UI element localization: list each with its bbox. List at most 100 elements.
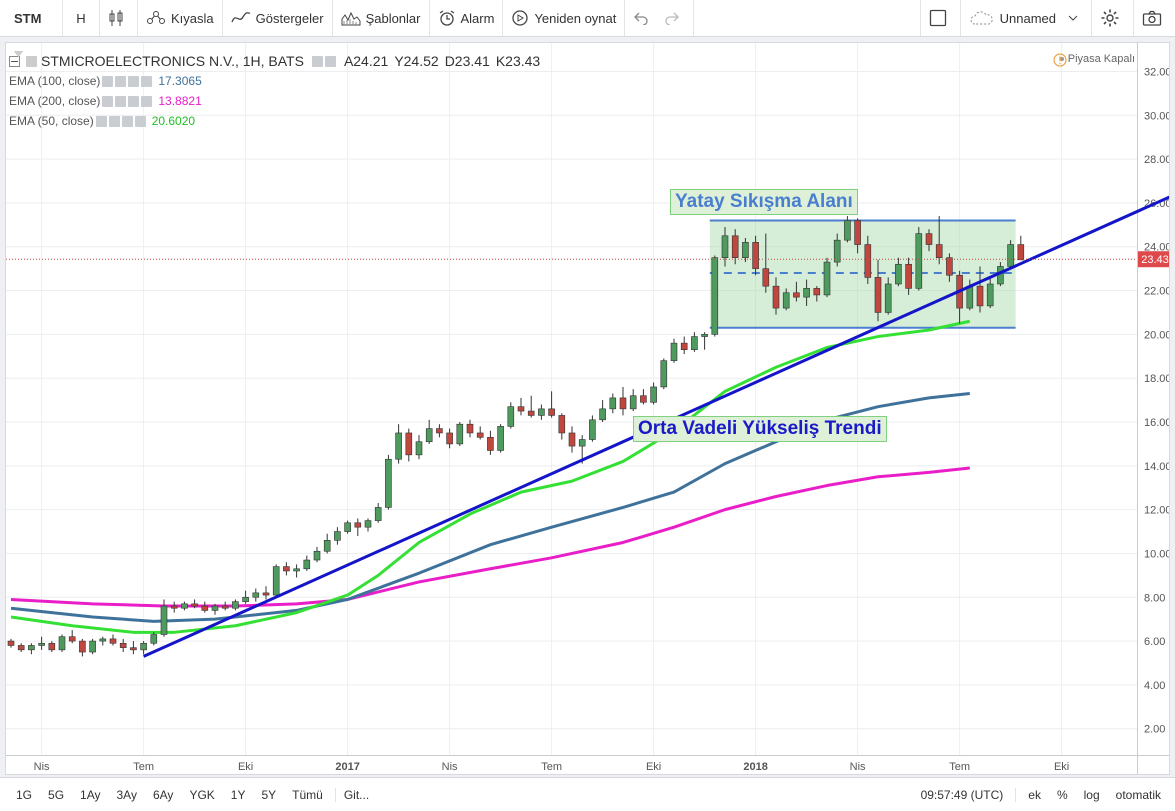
symbol-button[interactable]: STM <box>0 0 63 36</box>
candle-up[interactable] <box>895 263 902 285</box>
range-1m-button[interactable]: 1Ay <box>80 787 101 802</box>
candle-down[interactable] <box>109 638 117 644</box>
candle-up[interactable] <box>272 566 280 596</box>
chart-pane[interactable]: 32.0030.0028.0026.0024.0022.0020.0018.00… <box>5 42 1170 775</box>
candle-down[interactable] <box>527 410 535 416</box>
candle-up[interactable] <box>89 640 96 653</box>
candle-up[interactable] <box>456 423 464 445</box>
collapse-legend-icon[interactable] <box>9 55 20 67</box>
replay-button[interactable]: Yeniden oynat <box>503 0 626 36</box>
candle-up[interactable] <box>232 601 239 609</box>
candle-up[interactable] <box>28 645 35 651</box>
candle-down[interactable] <box>7 640 15 646</box>
candle-up[interactable] <box>497 426 504 451</box>
extended-hours-toggle[interactable]: ek <box>1028 787 1041 802</box>
ema50-eye-icon[interactable] <box>95 115 107 127</box>
candle-up[interactable] <box>691 336 698 351</box>
candle-up[interactable] <box>538 408 545 416</box>
candle-up[interactable] <box>701 334 708 337</box>
clock-label[interactable]: 09:57:49 (UTC) <box>913 787 1017 802</box>
symbol-drag-icon[interactable] <box>26 55 37 67</box>
range-5d-button[interactable]: 5G <box>48 787 65 802</box>
candle-up[interactable] <box>293 568 300 572</box>
candle-up[interactable] <box>915 233 923 289</box>
candle-down[interactable] <box>772 285 780 309</box>
candle-down[interactable] <box>762 268 770 287</box>
ema50-line[interactable] <box>10 319 971 634</box>
candle-up[interactable] <box>589 419 596 440</box>
candle-down[interactable] <box>170 605 178 609</box>
candle-up[interactable] <box>650 386 657 403</box>
candle-up[interactable] <box>966 285 974 309</box>
candle-up[interactable] <box>181 603 188 609</box>
legend-ema100-row[interactable]: EMA (100, close) 17.3065 <box>9 51 546 91</box>
candle-up[interactable] <box>415 441 423 456</box>
candle-down[interactable] <box>874 277 882 313</box>
candle-down[interactable] <box>976 285 984 307</box>
candle-down[interactable] <box>680 342 688 351</box>
candle-up[interactable] <box>385 458 392 508</box>
candle-down[interactable] <box>17 645 25 651</box>
candle-down[interactable] <box>854 220 861 245</box>
goto-button[interactable]: Git... <box>334 787 377 802</box>
ema50-settings-icon[interactable] <box>108 115 120 127</box>
legend-ema200-row[interactable]: EMA (200, close) 13.8821 <box>9 51 546 111</box>
candle-down[interactable] <box>283 566 290 572</box>
candle-up[interactable] <box>986 283 994 307</box>
candle-up[interactable] <box>374 507 382 521</box>
candle-down[interactable] <box>436 428 443 434</box>
candle-up[interactable] <box>884 283 892 313</box>
settings-button[interactable] <box>1092 0 1134 36</box>
candle-up[interactable] <box>211 605 219 611</box>
redo-icon[interactable] <box>664 11 680 25</box>
auto-scale-toggle[interactable]: otomatik <box>1115 787 1161 802</box>
candle-up[interactable] <box>99 638 107 642</box>
candle-down[interactable] <box>130 647 137 651</box>
candle-down[interactable] <box>201 605 209 611</box>
candle-down[interactable] <box>79 640 86 653</box>
candle-down[interactable] <box>68 636 76 642</box>
candle-down[interactable] <box>487 437 494 451</box>
candle-up[interactable] <box>344 522 351 532</box>
ema100-add-icon[interactable] <box>128 75 140 87</box>
candle-down[interactable] <box>558 415 566 434</box>
range-all-button[interactable]: Tümü <box>292 787 323 802</box>
candle-down[interactable] <box>1017 244 1025 261</box>
legend-ema50-row[interactable]: EMA (50, close) 20.6020 <box>9 51 546 131</box>
candle-up[interactable] <box>334 531 341 541</box>
range-ytd-button[interactable]: YGK <box>189 787 215 802</box>
ema50-chevron-icon[interactable] <box>14 51 23 57</box>
candle-up[interactable] <box>833 239 841 263</box>
candle-up[interactable] <box>303 559 311 570</box>
candle-down[interactable] <box>935 244 943 258</box>
candle-down[interactable] <box>752 242 759 269</box>
candle-down[interactable] <box>191 603 198 607</box>
candle-down[interactable] <box>813 288 821 296</box>
candle-up[interactable] <box>252 592 260 598</box>
candle-up[interactable] <box>670 342 678 361</box>
candle-down[interactable] <box>864 244 872 278</box>
candle-up[interactable] <box>609 397 617 410</box>
candle-up[interactable] <box>160 605 168 635</box>
candle-up[interactable] <box>58 636 66 651</box>
uptrend-line[interactable] <box>142 172 1170 658</box>
ema200-close-icon[interactable] <box>141 95 153 107</box>
layout-save-button[interactable]: Unnamed <box>961 0 1092 36</box>
candle-down[interactable] <box>793 292 800 298</box>
undo-icon[interactable] <box>633 11 649 25</box>
camera-button[interactable] <box>1134 0 1175 36</box>
candle-down[interactable] <box>619 397 627 410</box>
candle-up[interactable] <box>660 360 668 388</box>
candle-up[interactable] <box>578 439 586 447</box>
percent-toggle[interactable]: % <box>1056 787 1068 802</box>
range-1y-button[interactable]: 1Y <box>230 787 246 802</box>
candle-up[interactable] <box>742 242 749 258</box>
ema50-close-icon[interactable] <box>134 115 146 127</box>
candle-up[interactable] <box>313 550 321 561</box>
ema200-settings-icon[interactable] <box>115 95 127 107</box>
ema200-line[interactable] <box>10 466 970 608</box>
range-annotation[interactable]: Yatay Sıkışma Alanı <box>670 189 858 215</box>
candle-down[interactable] <box>517 406 525 412</box>
candle-down[interactable] <box>221 605 229 609</box>
candle-down[interactable] <box>466 423 474 434</box>
